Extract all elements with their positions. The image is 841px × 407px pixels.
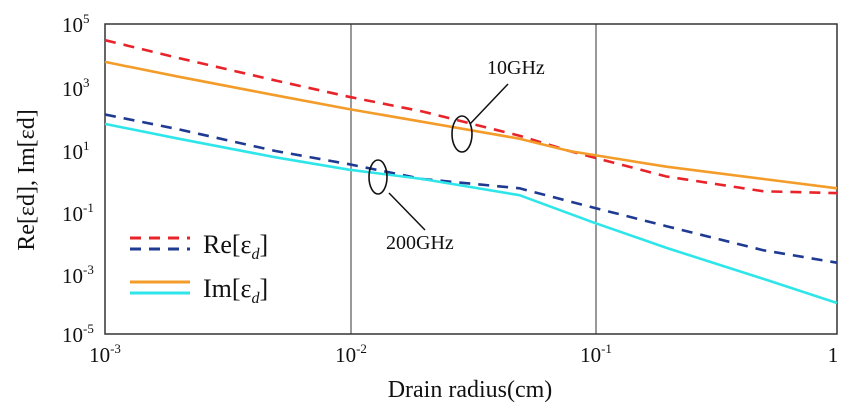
y-tick-label-1e5: 105	[62, 11, 90, 37]
y-tick-label-1e1: 101	[62, 138, 90, 164]
annotation-10ghz-ellipse	[451, 115, 473, 153]
annotation-200ghz-label: 200GHz	[386, 232, 454, 254]
legend: Re[εd] Im[εd]	[130, 230, 268, 307]
annotation-200ghz: 200GHz	[368, 159, 454, 254]
annotation-200ghz-leader	[388, 192, 426, 231]
series-layer	[104, 38, 838, 305]
annotation-10ghz-leader	[469, 83, 509, 125]
x-tick-label-1e-2: 10-2	[335, 341, 367, 367]
plot-frame	[104, 23, 838, 335]
annotation-200ghz-ellipse	[368, 159, 388, 195]
x-axis-label: Drain radius(cm)	[388, 377, 553, 403]
x-tick-label-1: 1	[828, 343, 839, 367]
legend-im-label: Im[εd]	[203, 274, 268, 307]
y-tick-labels: 105 103 101 10-1 10-3 10-5	[62, 11, 94, 347]
annotation-10ghz-label: 10GHz	[487, 57, 545, 79]
x-tick-labels: 10-3 10-2 10-1 1	[89, 341, 838, 367]
y-tick-label-1e3: 103	[62, 75, 90, 101]
series-line-im-200ghz	[104, 122, 838, 305]
plot-area	[104, 23, 838, 335]
y-tick-label-1e-1: 10-1	[62, 200, 94, 226]
annotation-10ghz: 10GHz	[451, 57, 545, 153]
series-line-re-200ghz	[104, 113, 838, 264]
series-line-im-10ghz	[104, 60, 838, 190]
x-tick-label-1e-3: 10-3	[89, 341, 121, 367]
y-tick-label-1e-3: 10-3	[62, 262, 94, 288]
legend-re-label: Re[εd]	[203, 230, 268, 263]
y-axis-label: Re[εd], Im[εd]	[14, 109, 40, 250]
y-tick-label-1e-5: 10-5	[62, 321, 94, 347]
series-line-re-10ghz	[104, 38, 838, 195]
x-tick-label-1e-1: 10-1	[580, 341, 612, 367]
